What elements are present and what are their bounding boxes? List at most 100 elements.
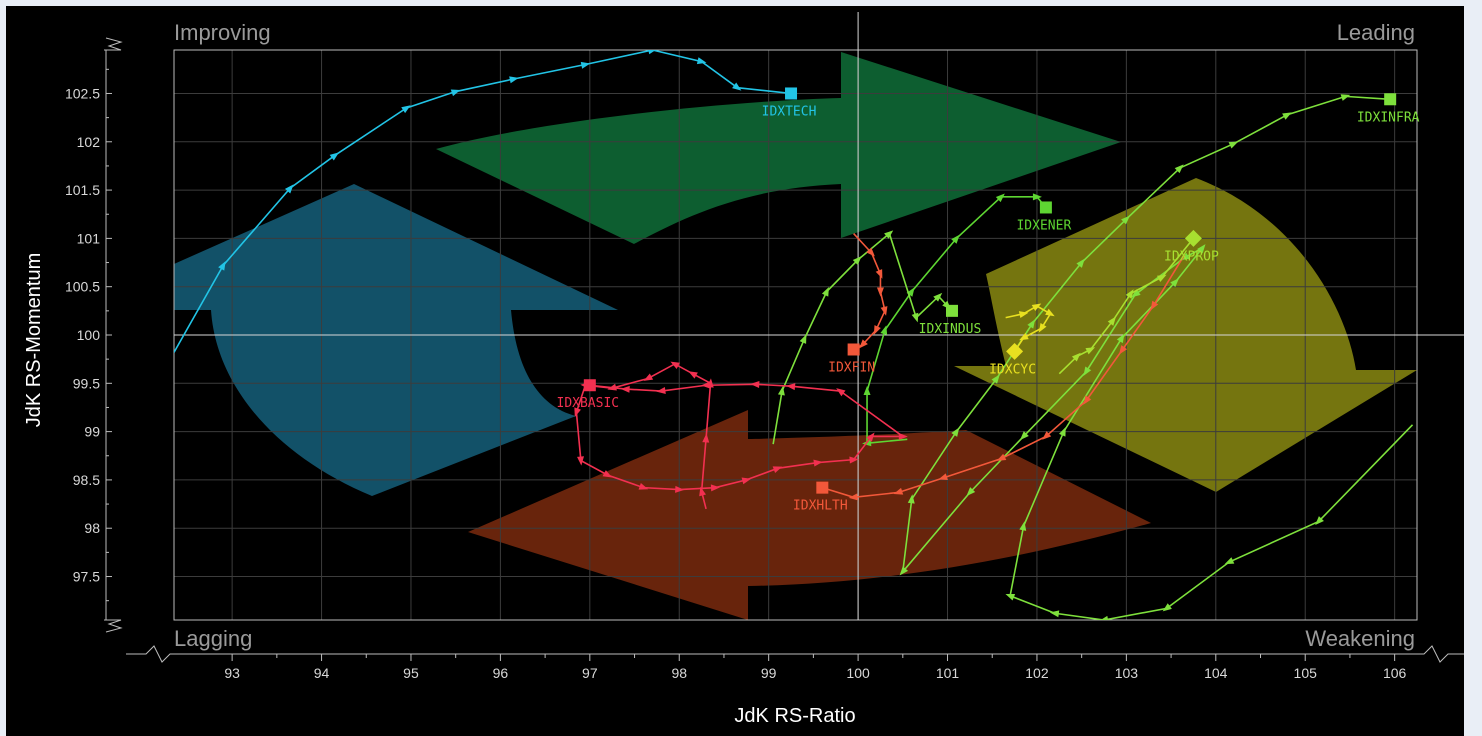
tail-point-idxinfra xyxy=(1121,215,1130,225)
y-tick-label: 101.5 xyxy=(65,182,100,198)
tail-point-idxprop xyxy=(1107,316,1117,326)
head-marker-idxfin[interactable] xyxy=(847,343,860,356)
series-label-idxinfra: IDXINFRA xyxy=(1357,110,1420,125)
tail-point-idxinfra xyxy=(1019,521,1027,531)
tail-point-idxinfra xyxy=(966,487,976,497)
head-marker-idxindus[interactable] xyxy=(945,304,958,317)
x-tick-label: 103 xyxy=(1115,665,1139,681)
tail-point-idxinfra xyxy=(1282,112,1292,120)
tail-point-idxbasic xyxy=(699,486,706,497)
tail-point-idxinfra xyxy=(1340,94,1351,101)
x-tick-label: 96 xyxy=(493,665,509,681)
tail-point-idxhlth xyxy=(848,493,858,501)
tail-point-idxinfra xyxy=(1197,244,1206,254)
tail-point-idxener xyxy=(995,193,1005,203)
y-tick-label: 102.5 xyxy=(65,85,100,101)
series-idxbasic xyxy=(574,361,908,510)
tail-point-idxbasic xyxy=(577,456,584,466)
y-tick-label: 99 xyxy=(84,424,100,440)
tail-point-idxprop xyxy=(1125,289,1134,299)
x-tick-label: 101 xyxy=(936,665,960,681)
tail-point-idxcyc xyxy=(1045,308,1055,317)
tail-point-idxfin xyxy=(876,287,884,297)
tail-point-idxhlth xyxy=(1083,395,1092,405)
tail-point-idxtech xyxy=(218,261,226,271)
tail-point-idxinfra xyxy=(1058,427,1066,437)
head-marker-idxener[interactable] xyxy=(1039,201,1052,214)
tail-point-idxinfra xyxy=(1049,610,1060,618)
tail-point-idxhlth xyxy=(1042,431,1052,440)
tail-point-idxindus xyxy=(884,230,894,239)
x-tick-label: 98 xyxy=(671,665,687,681)
tail-point-idxener xyxy=(880,325,888,335)
tail-point-idxener xyxy=(1032,193,1042,201)
tail-point-idxfin xyxy=(873,325,881,335)
tail-point-idxbasic xyxy=(741,477,752,485)
x-axis-ticks: 93 94 95 96 97 98 99 100 101 102 103 104 105 106 xyxy=(224,654,1407,681)
tail-point-idxinfra xyxy=(1027,319,1036,329)
tail-point-idxbasic xyxy=(710,484,721,492)
tail-point-idxtech xyxy=(284,184,294,194)
x-tick-label: 97 xyxy=(582,665,598,681)
tail-point-idxinfra xyxy=(1170,278,1180,288)
tail-point-idxinfra xyxy=(899,566,909,576)
series-label-layer: IDXTECH IDXINFRA IDXENER IDXINDUS IDXPROP IDX… xyxy=(557,104,1420,513)
series-label-idxener: IDXENER xyxy=(1016,218,1071,233)
tail-point-idxinfra xyxy=(1083,366,1092,376)
tail-point-idxbasic xyxy=(607,383,617,391)
tail-point-idxbasic xyxy=(772,466,783,473)
tail-point-idxprop xyxy=(1156,274,1167,282)
head-marker-idxtech[interactable] xyxy=(785,87,798,100)
tail-point-idxfin xyxy=(875,269,883,279)
tail-point-idxcyc xyxy=(1038,322,1047,333)
quadrant-label-improving: Improving xyxy=(174,20,271,45)
tail-point-idxbasic xyxy=(602,470,613,478)
tail-point-idxbasic xyxy=(638,483,649,490)
tail-point-idxinfra xyxy=(1224,557,1235,565)
series-label-idxprop: IDXPROP xyxy=(1164,249,1219,264)
tail-point-idxindus xyxy=(799,334,807,344)
tail-point-idxtech xyxy=(509,76,519,84)
tail-point-idxtech xyxy=(696,57,707,65)
head-marker-idxinfra[interactable] xyxy=(1384,93,1397,106)
tail-point-idxbasic xyxy=(643,373,654,381)
tail-point-idxfin xyxy=(859,339,868,349)
series-idxener xyxy=(862,193,1052,447)
relative-rotation-graph: 93 94 95 96 97 98 99 100 101 102 103 104 105 106 97.5… xyxy=(23,12,1464,727)
tail-point-idxbasic xyxy=(675,485,685,493)
y-tick-label: 101 xyxy=(77,230,101,246)
tail-point-idxinfra xyxy=(991,374,1000,384)
y-axis-ticks: 97.5 98 98.5 99 99.5 100 100.5 101 101.5 102 102.5 xyxy=(65,68,112,602)
series-idxfin xyxy=(847,233,888,356)
tail-point-idxbasic xyxy=(866,432,875,442)
y-tick-label: 100.5 xyxy=(65,279,100,295)
series-idxcyc xyxy=(1005,303,1055,360)
tail-point-idxindus xyxy=(852,256,862,265)
x-tick-label: 106 xyxy=(1383,665,1407,681)
tail-point-idxtech xyxy=(329,152,339,161)
tail-line-idxhlth xyxy=(822,254,1186,499)
tail-point-idxbasic xyxy=(620,385,630,393)
tail-point-idxbasic xyxy=(670,361,680,369)
tail-point-idxbasic xyxy=(750,380,760,388)
tail-point-idxbasic xyxy=(702,433,710,443)
tail-point-idxindus xyxy=(911,312,919,323)
tail-point-idxcyc xyxy=(1018,311,1029,319)
quadrant-label-leading: Leading xyxy=(1337,20,1415,45)
head-marker-idxcyc[interactable] xyxy=(1006,342,1024,360)
tail-point-idxtech xyxy=(732,82,742,91)
tail-point-idxbasic xyxy=(786,383,796,391)
tail-point-idxhlth xyxy=(996,453,1007,461)
y-tick-label: 100 xyxy=(77,327,101,343)
series-idxhlth xyxy=(816,254,1186,501)
head-marker-idxbasic[interactable] xyxy=(583,379,596,392)
x-tick-label: 95 xyxy=(403,665,419,681)
tail-point-idxhlth xyxy=(938,473,948,481)
tail-point-idxbasic xyxy=(898,432,908,440)
tail-point-idxener xyxy=(906,287,915,297)
head-marker-idxhlth[interactable] xyxy=(816,481,829,494)
x-tick-label: 102 xyxy=(1025,665,1049,681)
y-tick-label: 98 xyxy=(84,520,100,536)
y-tick-label: 99.5 xyxy=(73,375,100,391)
tail-point-idxtech xyxy=(401,105,411,114)
